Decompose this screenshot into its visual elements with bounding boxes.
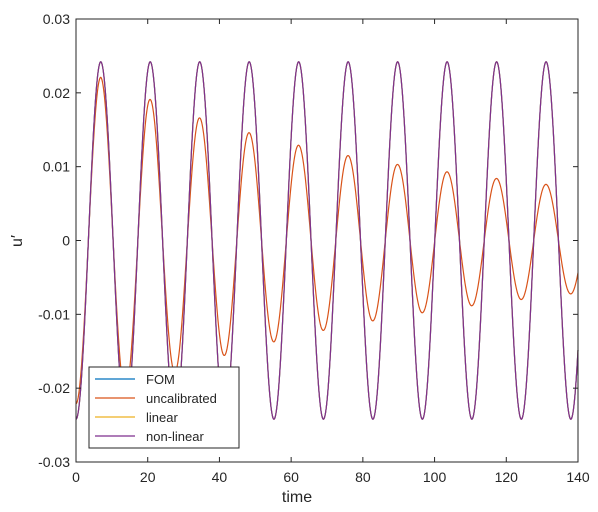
y-tick-label: -0.03 xyxy=(38,454,70,470)
x-tick-label: 0 xyxy=(72,469,80,485)
y-tick-label: 0 xyxy=(62,233,70,249)
y-tick-label: 0.02 xyxy=(43,85,70,101)
legend-label-fom: FOM xyxy=(146,372,175,387)
series-line-uncalibrated xyxy=(75,76,579,405)
legend: FOM uncalibrated linear non-linear xyxy=(88,366,240,449)
x-tick-label: 80 xyxy=(355,469,371,485)
x-tick-label: 120 xyxy=(495,469,519,485)
legend-label-linear: linear xyxy=(146,410,178,425)
x-tick-label: 40 xyxy=(212,469,228,485)
series-layer xyxy=(75,61,579,420)
legend-label-uncalibrated: uncalibrated xyxy=(146,391,217,406)
x-axis-label: time xyxy=(282,489,312,506)
y-tick-label: 0.01 xyxy=(43,159,70,175)
x-tick-label: 140 xyxy=(566,469,590,485)
y-axis-label: u′ xyxy=(9,235,26,247)
legend-label-non-linear: non-linear xyxy=(146,429,204,444)
y-tick-label: 0.03 xyxy=(43,11,70,27)
y-tick-label: -0.01 xyxy=(38,306,70,322)
series-line-non-linear xyxy=(75,61,579,420)
ticks-layer: 0 20 40 60 80 100 120 140 -0.03 -0.02 -0.01 0 0.01 0.… xyxy=(38,11,590,485)
x-tick-label: 60 xyxy=(283,469,299,485)
y-tick-label: -0.02 xyxy=(38,380,70,396)
legend-box xyxy=(88,366,240,449)
x-tick-label: 100 xyxy=(423,469,447,485)
x-tick-label: 20 xyxy=(140,469,156,485)
